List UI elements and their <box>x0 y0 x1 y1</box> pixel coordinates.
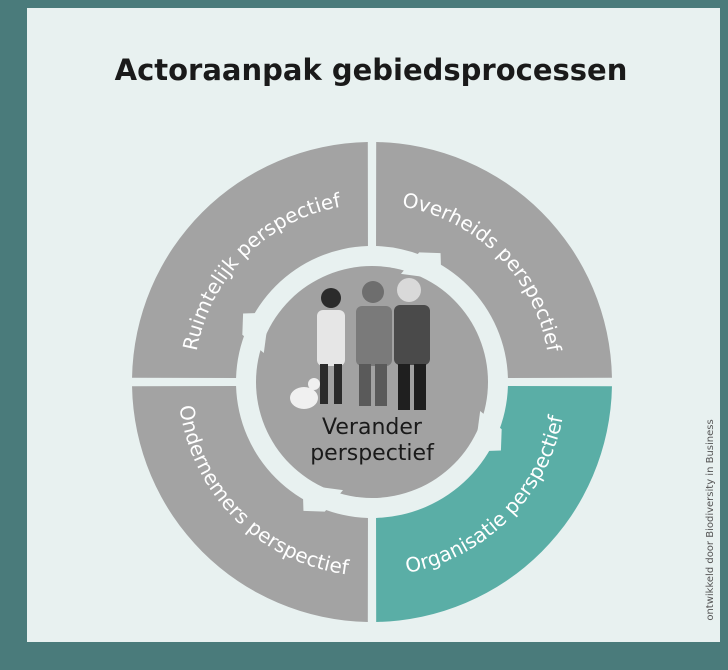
page: Actoraanpak gebiedsprocessen Ruimtelijk … <box>0 0 728 670</box>
center-line: Verander <box>322 415 423 440</box>
center-line: perspectief <box>310 441 435 466</box>
title: Actoraanpak gebiedsprocessen <box>115 53 628 87</box>
credit: ontwikkeld door Biodiversity in Business <box>705 419 716 620</box>
diagram: Actoraanpak gebiedsprocessen Ruimtelijk … <box>0 0 728 670</box>
